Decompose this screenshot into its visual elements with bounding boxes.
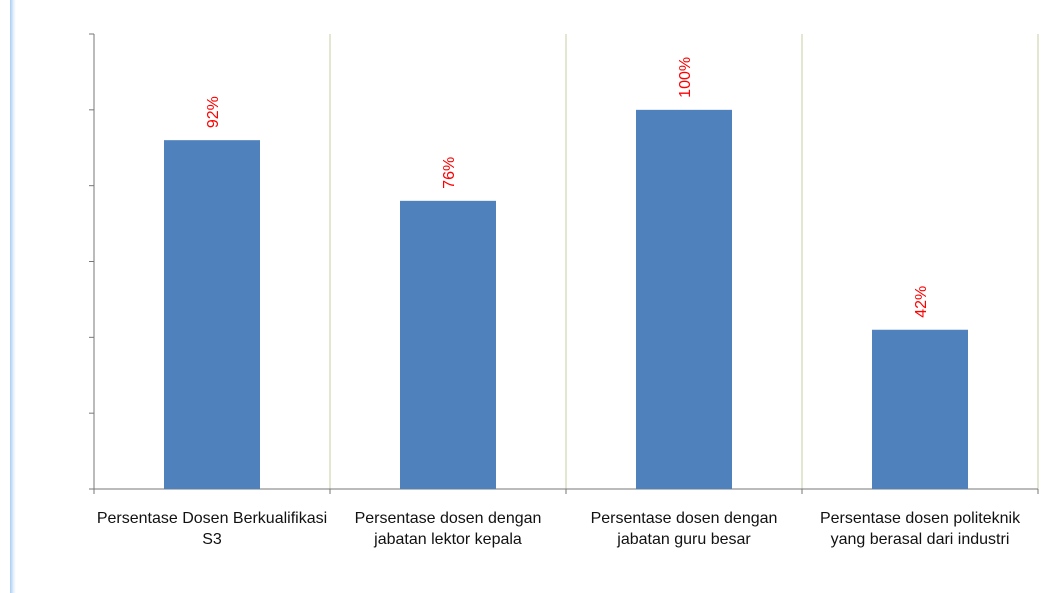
left-edge-gradient	[10, 0, 16, 593]
data-label: 100%	[677, 57, 694, 98]
bar	[164, 140, 260, 489]
x-tick-label: Persentase dosen dengan jabatan lektor k…	[354, 510, 542, 548]
x-tick-label: Persentase Dosen Berkualifikasi S3	[96, 510, 328, 548]
bars	[164, 109, 968, 490]
bar	[872, 329, 968, 489]
data-label: 42%	[913, 286, 930, 318]
x-tick-label: Persentase dosen dengan jabatan guru bes…	[590, 510, 778, 548]
data-labels: 92% 76% 100% 42%	[205, 57, 930, 318]
bar	[636, 109, 732, 489]
category-separators	[329, 34, 1039, 489]
bar	[400, 200, 496, 490]
data-label: 76%	[441, 157, 458, 189]
x-tick-label: Persentase dosen politeknik yang berasal…	[819, 510, 1021, 548]
data-label: 92%	[205, 96, 222, 128]
